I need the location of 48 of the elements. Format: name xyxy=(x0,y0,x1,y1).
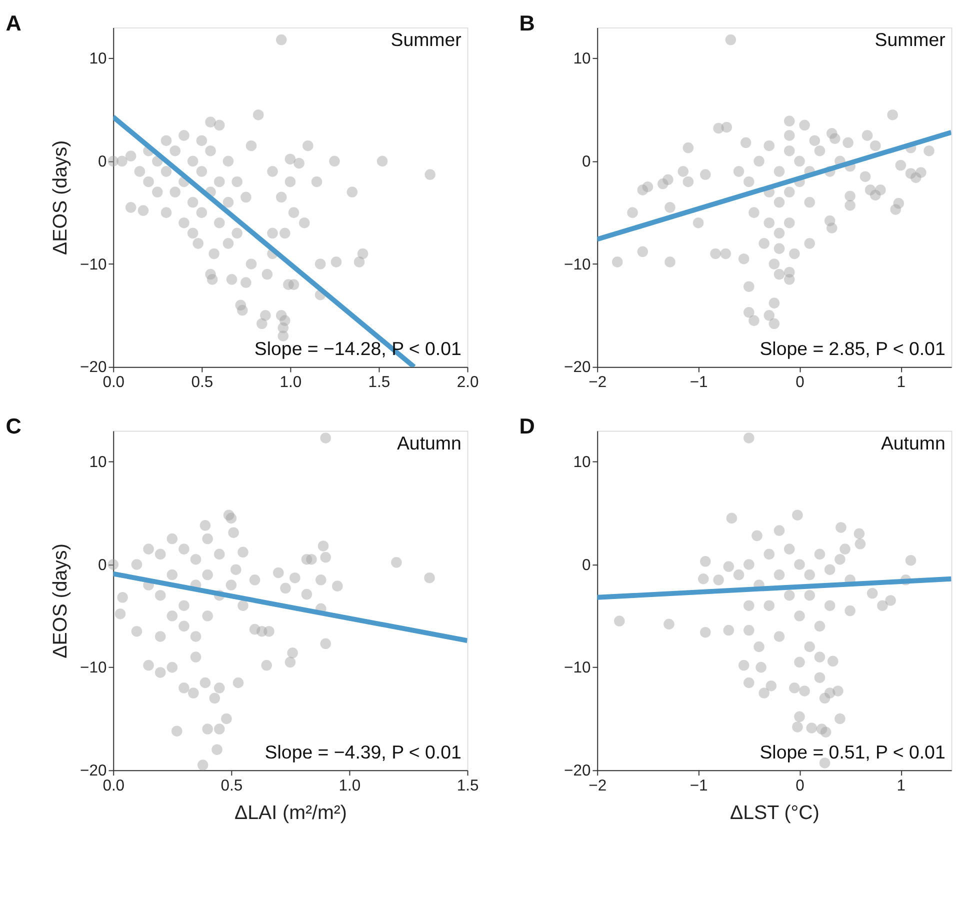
y-tick-label: 10 xyxy=(89,50,107,68)
x-tick-label: 0.5 xyxy=(220,777,243,794)
annotation: Autumn xyxy=(396,432,462,454)
annotation: Slope = −4.39, P < 0.01 xyxy=(264,741,462,762)
y-tick-label: 10 xyxy=(89,454,107,472)
y-tick-label: −20 xyxy=(564,359,591,376)
y-tick-label: −10 xyxy=(564,660,591,677)
y-axis-title: ΔEOS (days) xyxy=(49,140,72,255)
y-tick-label: 0 xyxy=(582,154,591,171)
annotation: Slope = 0.51, P < 0.01 xyxy=(760,741,946,762)
y-tick-label: 0 xyxy=(98,556,107,574)
y-tick-label: −20 xyxy=(564,762,591,780)
x-tick-label: −2 xyxy=(588,777,607,794)
x-tick-label: 0.0 xyxy=(102,374,125,392)
y-tick-label: 10 xyxy=(573,50,591,68)
chart-title: B xyxy=(519,10,535,36)
x-tick-label: 1.0 xyxy=(338,777,361,794)
annotation: Slope = 2.85, P < 0.01 xyxy=(760,338,946,360)
x-tick-label: 0 xyxy=(796,374,805,392)
annotation: Summer xyxy=(390,29,462,50)
x-tick-label: 2.0 xyxy=(456,374,479,392)
x-tick-label: 0.0 xyxy=(102,777,125,794)
y-tick-label: −20 xyxy=(80,762,107,780)
y-tick-label: −10 xyxy=(80,660,107,677)
x-tick-label: −2 xyxy=(588,374,607,392)
y-tick-label: −20 xyxy=(80,359,107,376)
x-tick-label: 1.5 xyxy=(368,374,390,392)
x-tick-label: 1.5 xyxy=(456,777,479,794)
annotation: Summer xyxy=(874,29,946,50)
annotation: Autumn xyxy=(880,432,946,454)
y-tick-label: −10 xyxy=(80,256,107,274)
y-tick-label: −10 xyxy=(564,256,591,274)
y-axis-title: ΔEOS (days) xyxy=(49,544,72,658)
chart-title: D xyxy=(519,414,535,439)
x-tick-label: 0 xyxy=(796,777,805,794)
x-axis-title: ΔLST (°C) xyxy=(730,802,820,824)
x-tick-label: 0.5 xyxy=(191,374,214,392)
y-tick-label: 0 xyxy=(582,556,591,574)
chart-title: C xyxy=(6,414,22,439)
x-tick-label: −1 xyxy=(690,777,708,794)
y-tick-label: 0 xyxy=(98,154,107,171)
x-tick-label: −1 xyxy=(690,374,708,392)
x-tick-label: 1.0 xyxy=(280,374,302,392)
chart-title: A xyxy=(6,10,22,36)
y-tick-label: 10 xyxy=(573,454,591,472)
x-tick-label: 1 xyxy=(896,374,906,392)
x-tick-label: 1 xyxy=(896,777,906,794)
x-axis-title: ΔLAI (m²/m²) xyxy=(234,802,347,824)
